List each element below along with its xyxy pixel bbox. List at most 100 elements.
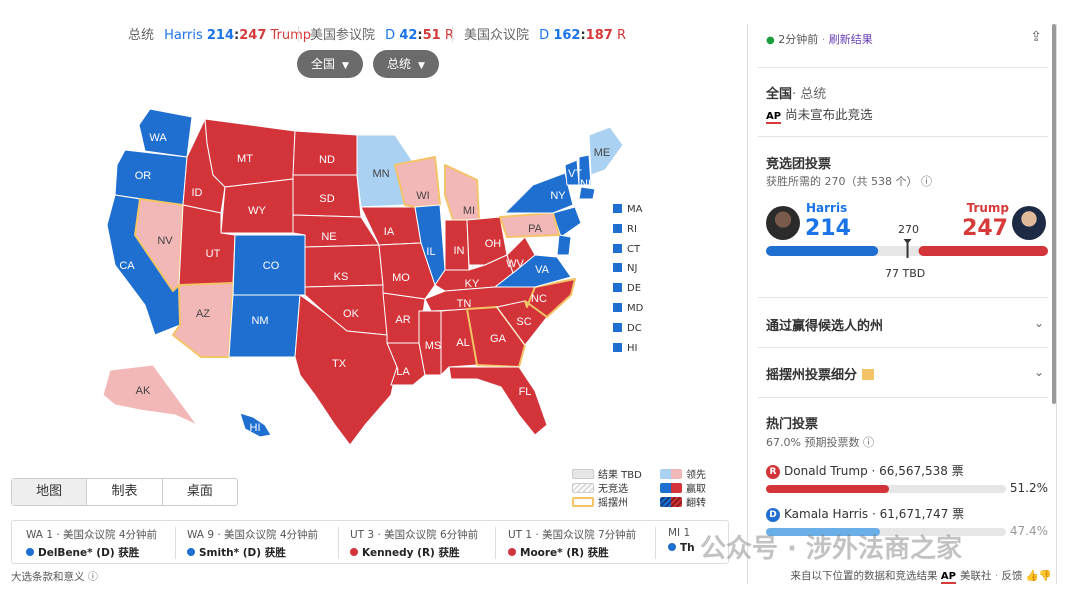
ticker-item[interactable]: UT 3 · 美国众议院 6分钟前 Kennedy (R) 获胜	[350, 529, 479, 559]
state-tx[interactable]	[294, 294, 398, 446]
state-wa[interactable]	[138, 108, 193, 158]
terms-link[interactable]: 大选条款和意义 ⓘ	[11, 571, 98, 583]
thumbs-up-icon[interactable]: 👍	[1025, 570, 1039, 582]
state-ak[interactable]	[102, 364, 198, 426]
scope-heading: 全国· 总统	[766, 87, 827, 102]
tab-desktop[interactable]: 桌面	[186, 484, 213, 499]
state-label-tx: TX	[332, 358, 347, 370]
state-me[interactable]	[588, 126, 624, 176]
state-nh[interactable]	[578, 154, 592, 186]
senate-summary[interactable]: 美国参议院 D 42:51 R	[310, 28, 454, 43]
states-won-section[interactable]: 通过赢得候选人的州	[766, 319, 884, 334]
divider	[452, 26, 453, 42]
small-state-label: NJ	[627, 263, 638, 275]
chevron-down-icon[interactable]: ⌄	[1033, 316, 1044, 330]
ticker-item[interactable]: MI 1 Th	[668, 527, 695, 554]
state-label-in: IN	[454, 245, 465, 257]
results-summary-bar: 总统 Harris 214:247 Trump 美国参议院 D 42:51 R …	[0, 14, 740, 54]
ec-bar-harris	[766, 246, 879, 256]
small-state-md[interactable]: MD	[613, 303, 693, 319]
state-al[interactable]	[440, 308, 478, 376]
small-state-ma[interactable]: MA	[613, 204, 693, 220]
ticker-item[interactable]: WA 9 · 美国众议院 4分钟前 Smith* (D) 获胜	[187, 529, 319, 559]
state-label-vt: VT	[568, 168, 582, 180]
panel-scrollbar[interactable]	[1052, 24, 1056, 404]
state-shape-northeast[interactable]	[556, 234, 572, 256]
state-label-ut: UT	[206, 248, 221, 260]
swing-state-section[interactable]: 摇摆州投票细分	[766, 364, 874, 383]
small-state-label: MA	[627, 204, 643, 215]
state-label-mi: MI	[463, 205, 475, 217]
small-state-dc[interactable]: DC	[613, 322, 693, 339]
state-label-az: AZ	[196, 308, 210, 320]
divider	[758, 297, 1048, 298]
state-label-ca: CA	[119, 260, 135, 272]
info-icon: ⓘ	[920, 175, 932, 188]
state-label-hi: HI	[250, 422, 261, 434]
small-state-de[interactable]: DE	[613, 283, 693, 299]
ec-progress-bar	[766, 239, 1048, 258]
ticker-item[interactable]: UT 1 · 美国众议院 7分钟前 Moore* (R) 获胜	[508, 529, 637, 559]
divider	[175, 527, 176, 559]
threshold-label: 270	[898, 223, 919, 236]
small-state-ct[interactable]: CT	[613, 243, 693, 260]
results-ticker[interactable]: WA 1 · 美国众议院 4分钟前 DelBene* (D) 获胜 WA 9 ·…	[11, 520, 729, 564]
state-az[interactable]	[172, 282, 234, 358]
legend-tbd: 结果 TBD	[572, 466, 642, 481]
small-state-ri[interactable]: RI	[613, 223, 693, 240]
tab-map[interactable]: 地图	[12, 479, 88, 505]
ec-threshold-pointer	[903, 239, 912, 244]
us-electoral-map[interactable]: WA OR CA NV ID MT WY UT AZ CO NM ND SD NE KS OK TX MN IA MO…	[95, 95, 735, 455]
state-label-co: CO	[263, 260, 280, 272]
legend-swing: 摇摆州	[572, 494, 628, 509]
ec-subtitle: 获胜所需的 270（共 538 个） ⓘ	[766, 175, 932, 188]
state-label-nv: NV	[157, 235, 173, 247]
view-tabs: 地图 制表 桌面	[11, 478, 238, 506]
ticker-item[interactable]: WA 1 · 美国众议院 4分钟前 DelBene* (D) 获胜	[26, 529, 158, 559]
state-label-nh: NH	[580, 178, 596, 190]
state-label-nc: NC	[531, 293, 547, 305]
state-ny[interactable]	[504, 172, 574, 214]
harris-pct: 47.4%	[1009, 524, 1048, 538]
feedback-link[interactable]: 反馈	[1001, 570, 1023, 582]
race-dropdown[interactable]: 总统 ▼	[373, 50, 439, 78]
ap-logo: AP	[766, 111, 782, 124]
state-label-ms: MS	[425, 340, 442, 352]
small-state-hi[interactable]: HI	[613, 342, 693, 359]
state-fl[interactable]	[448, 366, 548, 436]
tab-table[interactable]: 制表	[87, 479, 163, 505]
ap-logo: AP	[940, 571, 956, 584]
state-pa[interactable]	[499, 212, 560, 238]
popular-title: 热门投票	[766, 417, 819, 432]
state-color-swatch	[613, 342, 622, 352]
refresh-link[interactable]: 刷新结果	[828, 33, 873, 46]
legend-win: 赢取	[660, 480, 706, 495]
update-status: ● 2分钟前 · 刷新结果	[766, 33, 873, 46]
president-summary[interactable]: 总统 Harris 214:247 Trump	[128, 28, 312, 43]
state-label-ny: NY	[550, 190, 566, 202]
state-nd[interactable]	[292, 130, 358, 176]
state-wv[interactable]	[506, 236, 536, 274]
thumbs-down-icon[interactable]: 👎	[1038, 570, 1052, 582]
republican-badge-icon: R	[766, 465, 780, 479]
state-label-ga: GA	[490, 333, 507, 345]
state-label-wi: WI	[416, 190, 429, 202]
state-nm[interactable]	[228, 294, 301, 358]
share-icon[interactable]: ⇪	[1030, 29, 1042, 45]
state-hi[interactable]	[239, 412, 272, 438]
house-summary[interactable]: 美国众议院 D 162:187 R	[464, 28, 626, 43]
state-shape-northeast[interactable]	[578, 186, 596, 200]
state-label-ok: OK	[343, 308, 360, 320]
state-ms[interactable]	[418, 310, 442, 376]
small-state-nj[interactable]: NJ	[613, 263, 693, 279]
state-ga[interactable]	[466, 306, 526, 368]
state-nv[interactable]	[134, 198, 184, 292]
popular-subtitle: 67.0% 预期投票数 ⓘ	[766, 436, 874, 449]
scope-dropdown[interactable]: 全国 ▼	[297, 50, 363, 78]
state-color-swatch	[613, 204, 622, 213]
state-label-fl: FL	[519, 386, 532, 398]
state-label-mt: MT	[237, 153, 253, 165]
divider	[758, 67, 1048, 68]
party-dot	[508, 548, 516, 556]
chevron-down-icon[interactable]: ⌄	[1033, 365, 1044, 379]
